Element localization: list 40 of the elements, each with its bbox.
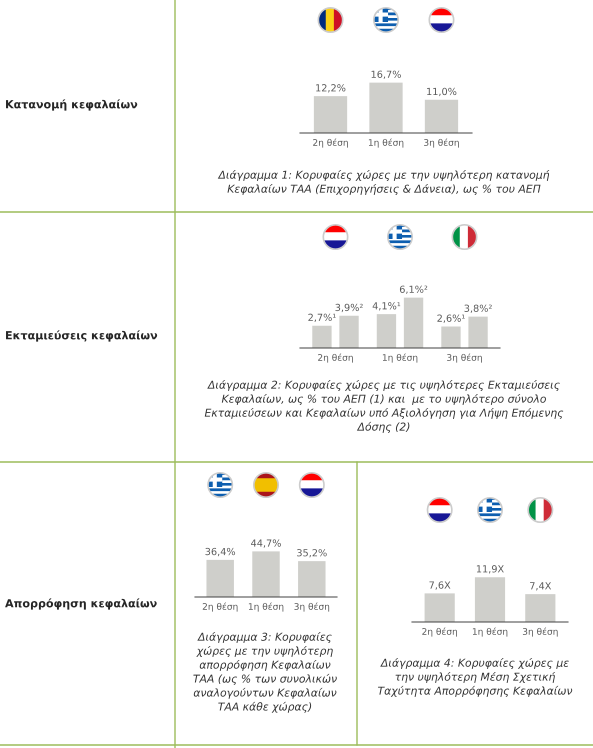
data-label: 11,0% (427, 88, 456, 96)
data-label: 4,1%¹ (372, 302, 400, 310)
x-tick-label: 3η θέση (294, 602, 330, 612)
x-tick-label: 1η θέση (472, 628, 508, 637)
text: Κατανομή κεφαλαίων (6, 99, 138, 111)
text: Διάγραμμα 3: Κορυφαίες χώρες με την υψηλότερη απορρόφηση Κεφαλαίων ΤΑΑ (ως % των συνολικών αναλογούντων Κεφαλαίων ΤΑΑ κάθε χώρας) (193, 632, 337, 713)
text: Απορρόφηση κεφαλαίων (5, 598, 157, 610)
x-tick-label: 3η θέση (424, 138, 459, 148)
text: Διάγραμμα 1: Κορυφαίες χώρες με την υψηλότερη κατανομή Κεφαλαίων ΤΑΑ (Επιχορηγήσεις & Δάνεια), ως % του ΑΕΠ (218, 170, 550, 195)
data-label: 16,7% (372, 70, 401, 79)
x-tick-label: 2η θέση (202, 602, 238, 612)
data-label: 2,6%¹ (437, 314, 465, 323)
data-label: 11,9X (476, 565, 504, 574)
bar (376, 314, 396, 348)
data-label: 36,4% (205, 548, 236, 556)
text: Εκταμιεύσεις κεφαλαίων (6, 330, 158, 342)
data-label: 35,2% (297, 549, 327, 558)
x-tick-label: 3η θέση (447, 354, 482, 363)
x-tick-label: 2η θέση (422, 628, 458, 637)
x-tick-label: 2η θέση (313, 138, 348, 148)
data-label: 7,4X (530, 582, 552, 590)
bar (441, 326, 461, 348)
data-label: 7,6X (429, 581, 450, 590)
text: Διάγραμμα 4: Κορυφαίες χώρες με την υψηλότερη Μέση Σχετική Ταχύτητα Απορρόφησης Κεφαλαίων (378, 658, 572, 697)
bar (468, 316, 488, 348)
x-tick-label: 3η θέση (522, 628, 558, 637)
x-tick-label: 1η θέση (382, 354, 418, 363)
data-label: 3,9%² (335, 304, 363, 312)
x-tick-label: 2η θέση (318, 354, 353, 363)
data-label: 12,2% (316, 84, 346, 93)
bar (312, 326, 332, 348)
bar (404, 298, 424, 348)
data-label: 6,1%² (400, 286, 428, 294)
data-label: 3,8%² (464, 304, 492, 313)
text: Διάγραμμα 2: Κορυφαίες χώρες με τις υψηλότερες Εκταμιεύσεις Κεφαλαίων, ως % του ΑΕΠ (1) και με το υψηλότερο σύνολο Εκταμιεύσεων και Κεφαλαίων υπό Αξιολόγηση για Λήψη Επόμενης Δόσης (2) (204, 380, 564, 433)
data-label: 2,7%¹ (308, 314, 336, 322)
x-tick-label: 1η θέση (248, 602, 284, 612)
data-label: 44,7% (251, 539, 281, 548)
bar (339, 316, 359, 348)
x-tick-label: 1η θέση (368, 138, 404, 148)
